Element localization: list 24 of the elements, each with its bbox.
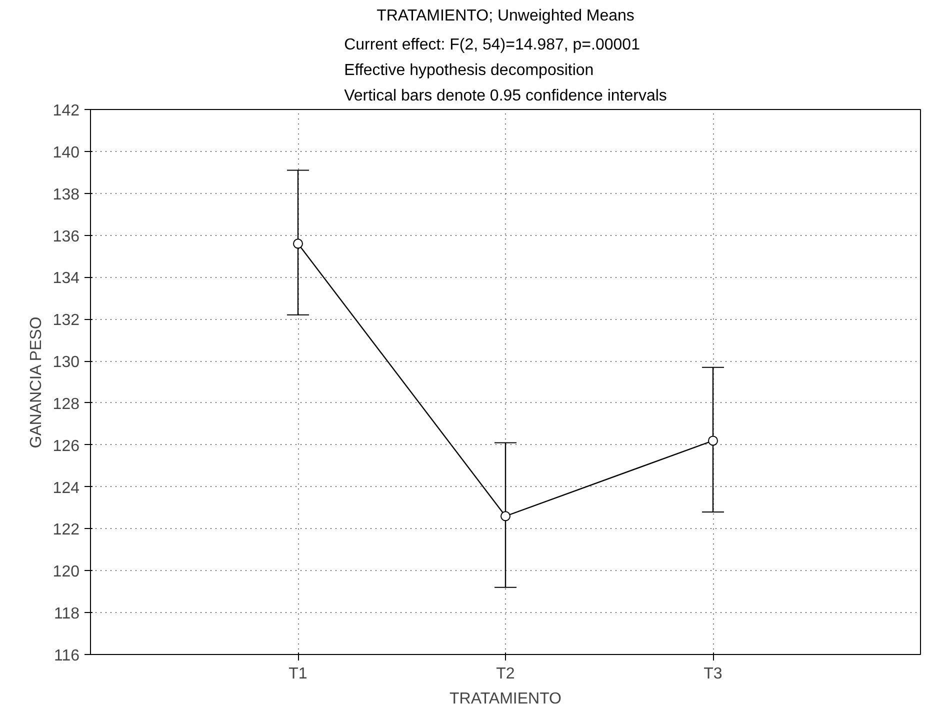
chart-title: TRATAMIENTO; Unweighted Means <box>376 8 634 24</box>
y-tick-label: 122 <box>52 522 80 539</box>
y-tick-label: 126 <box>52 438 80 455</box>
y-tick-label: 120 <box>52 564 80 581</box>
x-axis-title: TRATAMIENTO <box>450 690 562 708</box>
y-tick-label: 134 <box>52 270 80 288</box>
y-tick-label: 136 <box>52 228 80 246</box>
chart-subtitle: Current effect: F(2, 54)=14.987, p=.00001 Effective hypothesis decomposition Vertical bars denote 0.95 confidence intervals <box>344 36 667 104</box>
y-tick-label: 118 <box>54 606 80 623</box>
x-tick-label: T1 <box>288 666 308 682</box>
x-tick-label: T3 <box>704 666 722 682</box>
x-tick-label: T2 <box>496 666 515 682</box>
y-axis-title: GANANCIA PESO <box>28 316 45 448</box>
y-tick-label: 142 <box>52 102 80 120</box>
y-tick-label: 124 <box>52 480 80 497</box>
y-tick-label: 128 <box>52 396 80 413</box>
y-tick-label: 138 <box>52 186 80 204</box>
y-tick-label: 132 <box>52 312 80 330</box>
point <box>500 511 510 522</box>
point <box>708 436 718 446</box>
y-tick-label: 116 <box>54 648 80 664</box>
y-tick-label: 130 <box>52 354 80 372</box>
y-tick-label: 140 <box>52 144 80 162</box>
point <box>293 238 303 249</box>
